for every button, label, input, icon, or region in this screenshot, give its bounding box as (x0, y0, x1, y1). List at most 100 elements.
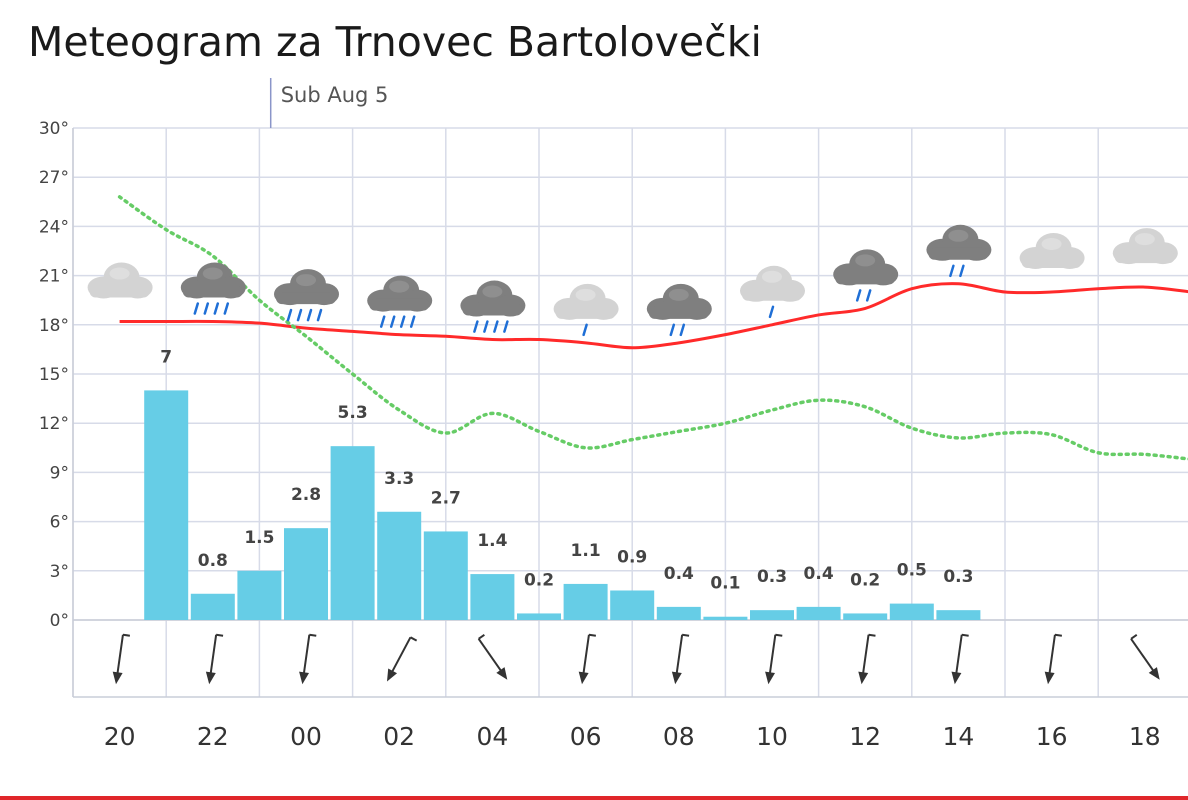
wind-barb (1130, 634, 1138, 640)
cloud-highlight (948, 229, 969, 242)
x-tick-label: 12 (849, 722, 881, 751)
precipitation-label: 0.3 (757, 567, 787, 587)
cloud-base (276, 292, 336, 305)
precipitation-bar (144, 390, 189, 620)
wind-barb (409, 636, 418, 642)
x-tick-label: 16 (1036, 722, 1068, 751)
wind-barb (309, 633, 317, 637)
x-tick-label: 00 (290, 722, 322, 751)
precipitation-bar (656, 606, 701, 620)
wind-head (951, 671, 962, 685)
cloud-base (462, 303, 523, 316)
cloud-base (835, 272, 896, 285)
raindrop (483, 320, 489, 333)
cloud-highlight (109, 267, 130, 280)
light-cloud-icon (1019, 233, 1085, 269)
light-cloud-rain-icon (740, 265, 805, 319)
cloud-highlight (482, 285, 503, 298)
x-tick-label: 02 (383, 722, 415, 751)
wind-row (112, 633, 1160, 685)
wind-head (578, 671, 589, 685)
day-label: Sub Aug 5 (281, 83, 389, 107)
y-tick-label: 9° (50, 463, 69, 483)
x-tick-label: 22 (197, 722, 229, 751)
raindrop (865, 289, 872, 302)
plot-grid (72, 78, 1188, 698)
raindrop (959, 264, 965, 278)
y-tick-label: 3° (50, 562, 69, 582)
wind-head (1044, 671, 1055, 685)
cloud-base (555, 306, 616, 319)
y-tick-label: 30° (39, 119, 69, 139)
temperature-line (119, 282, 1188, 350)
precipitation-label: 3.3 (384, 469, 414, 489)
raindrop (768, 305, 775, 319)
precipitation-label: 0.2 (524, 570, 554, 590)
x-tick-label: 08 (663, 722, 695, 751)
dark-cloud-rain-icon (367, 275, 433, 328)
cloud-base (742, 288, 802, 301)
raindrop (193, 302, 200, 315)
precipitation-label: 2.8 (291, 485, 321, 505)
raindrop (409, 315, 416, 328)
precipitation-label: 0.9 (617, 547, 647, 567)
precipitation-bar (703, 616, 748, 620)
cloud-highlight (296, 274, 316, 287)
cloud-base (1114, 251, 1175, 264)
precipitation-bar (517, 613, 561, 620)
precipitation-label: 1.4 (477, 531, 507, 551)
x-tick-label: 06 (570, 722, 602, 751)
y-tick-label: 18° (39, 316, 69, 336)
axes: 0° 3° 6° 9° 12° 15° 18° 21° 24° 27° 30° Sub Aug 5 20… (39, 83, 1161, 751)
cloud-highlight (202, 267, 223, 280)
raindrop (223, 302, 230, 315)
precipitation-label: 0.2 (850, 570, 880, 590)
wind-barb (775, 633, 783, 637)
x-tick-label: 04 (476, 722, 508, 751)
wind-barb (478, 634, 485, 640)
wind-arrow-s-icon (1044, 633, 1063, 685)
precipitation-label: 0.4 (664, 564, 694, 584)
wind-arrow-s-icon (299, 633, 317, 685)
precipitation-label: 0.5 (897, 561, 927, 581)
wind-arrow-se-icon (1130, 634, 1160, 680)
temperature-lines (117, 195, 1188, 461)
cloud-base (89, 285, 150, 298)
wind-arrow-sw-icon (386, 636, 418, 682)
cloud-base (182, 285, 243, 298)
light-cloud-icon (1112, 228, 1178, 265)
wind-barb (588, 633, 597, 637)
cloud-base (1021, 256, 1082, 268)
bottom-border (0, 796, 1188, 800)
precipitation-bar (284, 528, 328, 620)
raindrop (503, 320, 509, 333)
raindrop (296, 308, 303, 322)
raindrop (213, 302, 220, 315)
dark-cloud-rain-icon (646, 283, 712, 337)
cloud-highlight (855, 254, 876, 267)
x-tick-label: 14 (942, 722, 974, 751)
wind-barb (122, 633, 131, 637)
wind-head (496, 667, 508, 680)
precipitation-label: 0.8 (198, 551, 228, 571)
precipitation-bars (144, 390, 981, 620)
precipitation-label: 0.3 (943, 567, 973, 587)
wind-barb (216, 633, 224, 637)
wind-arrow-s-icon (578, 633, 597, 685)
wind-arrow-se-icon (477, 634, 508, 680)
cloud-highlight (575, 288, 596, 301)
wind-head (671, 671, 682, 685)
precipitation-label: 1.5 (244, 528, 274, 548)
precipitation-bar (330, 446, 375, 620)
x-tick-label: 20 (104, 722, 136, 751)
wind-barb (961, 633, 969, 637)
y-tick-label: 6° (50, 513, 69, 533)
y-tick-label: 24° (39, 217, 69, 237)
precipitation-label: 0.4 (804, 564, 834, 584)
cloud-base (648, 306, 709, 319)
x-tick-label: 18 (1129, 722, 1161, 751)
dark-cloud-rain-icon (274, 269, 339, 322)
cloud-highlight (1041, 238, 1062, 250)
dark-cloud-rain-icon (833, 249, 899, 302)
